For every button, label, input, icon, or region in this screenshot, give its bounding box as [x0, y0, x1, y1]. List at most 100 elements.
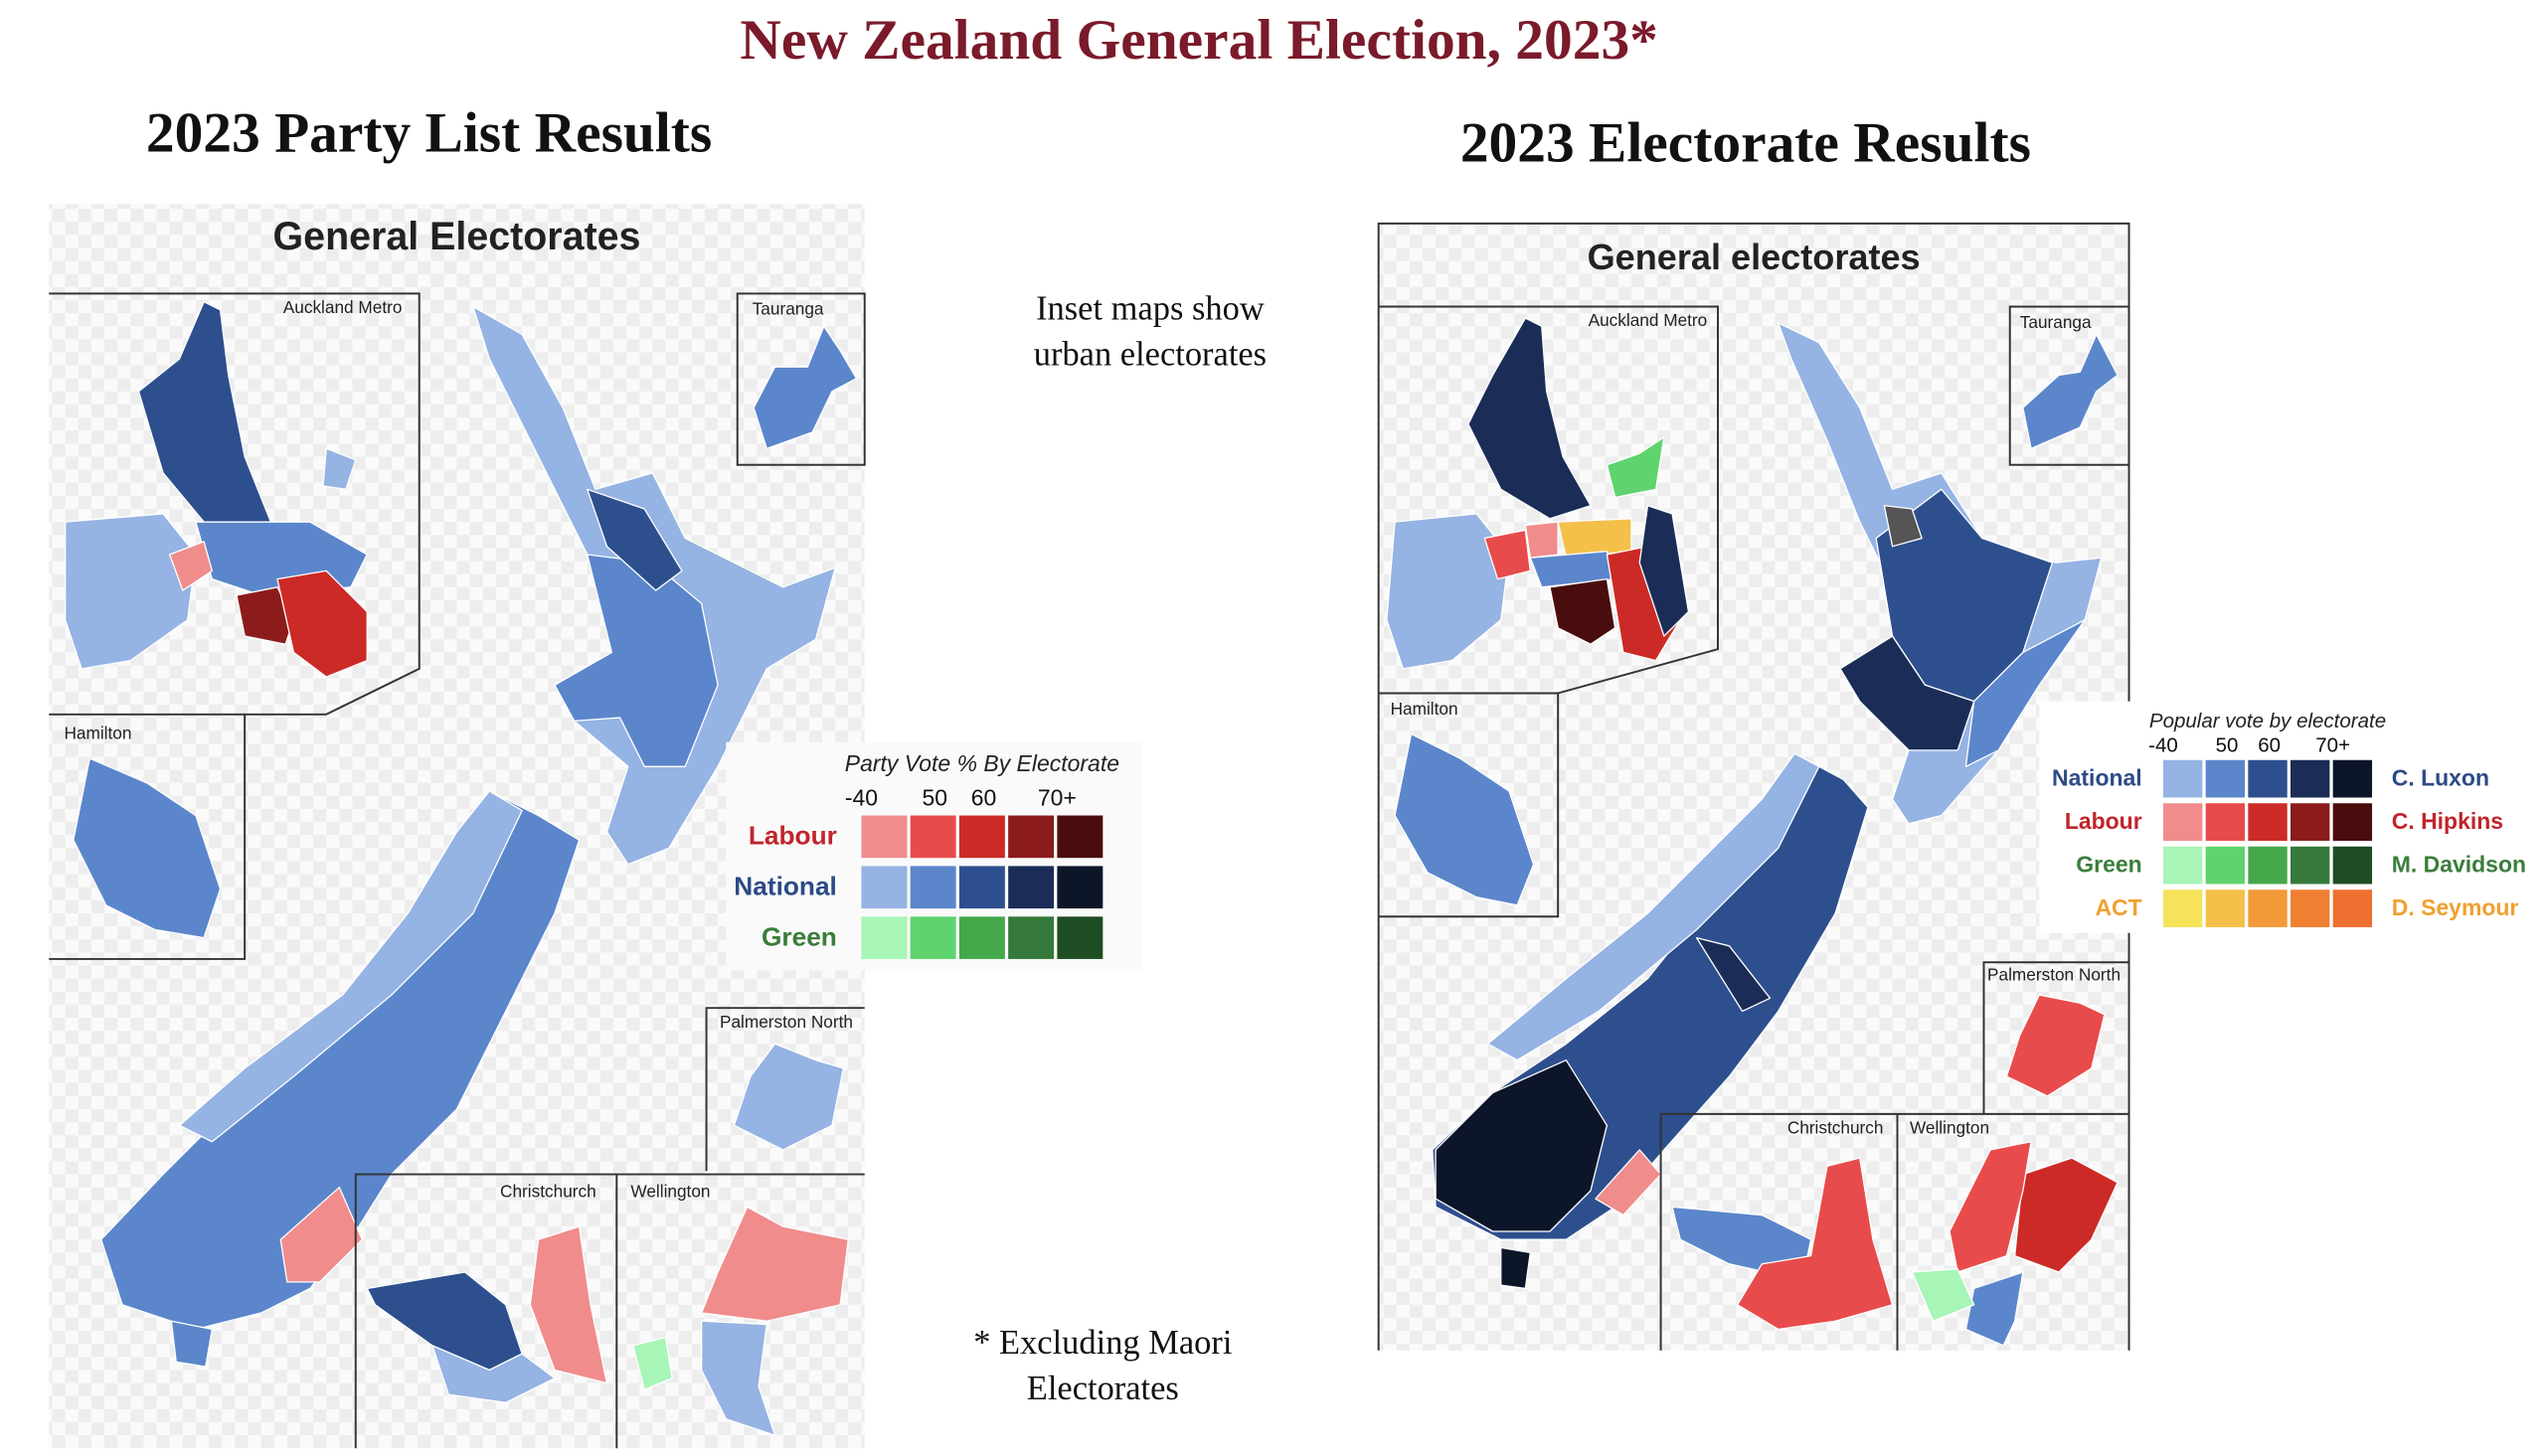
inset-label: Wellington: [1910, 1118, 1989, 1138]
region: [1467, 317, 1592, 520]
inset-frame: [49, 292, 421, 960]
inset-label: Auckland Metro: [283, 297, 403, 317]
region: [753, 325, 858, 449]
region: [1606, 436, 1665, 499]
legend-swatch: [2205, 890, 2246, 927]
inset-label: Auckland Metro: [1589, 310, 1708, 330]
legend-swatch: [2163, 759, 2203, 798]
region: [1964, 1271, 2024, 1347]
legend-swatch: [1008, 815, 1055, 859]
region: [1949, 1141, 2032, 1273]
legend-swatch: [2332, 846, 2373, 885]
legend-party: National: [734, 871, 837, 900]
legend-bin-label: 70+: [2315, 734, 2350, 757]
legend-swatch: [910, 866, 956, 909]
legend-party: National: [2052, 764, 2142, 790]
inset-label: Wellington: [630, 1182, 710, 1202]
legend-swatch: [861, 815, 908, 859]
legend-candidate: M. Davidson: [2392, 851, 2526, 877]
legend-swatch: [2163, 846, 2203, 885]
region: [1486, 752, 1820, 1061]
region: [587, 488, 683, 591]
legend-swatch: [2290, 759, 2330, 798]
inset-frame: [2008, 305, 2130, 466]
legend-swatch: [958, 815, 1005, 859]
legend-swatch: [2205, 759, 2246, 798]
legend-swatch: [2163, 803, 2203, 841]
legend-swatch: [2248, 759, 2288, 798]
legend-swatch: [1057, 866, 1103, 909]
map-title: General Electorates: [273, 215, 641, 258]
legend-swatch: [2332, 803, 2373, 841]
legend-background: [2039, 701, 2537, 933]
region: [2014, 1157, 2119, 1273]
region: [632, 1337, 673, 1390]
inset-label: Tauranga: [753, 299, 824, 319]
region: [64, 513, 197, 670]
inset-frame: [1659, 1112, 2129, 1351]
region: [1483, 529, 1531, 580]
region: [1435, 1059, 1609, 1232]
inset-label: Hamilton: [1391, 699, 1458, 719]
inset-frame: [705, 1007, 865, 1172]
legend-party: Green: [762, 921, 837, 951]
legend-bin-label: 70+: [1038, 785, 1077, 811]
legend-swatch: [2205, 803, 2246, 841]
legend-candidate: C. Luxon: [2392, 764, 2489, 790]
region: [554, 554, 719, 767]
map-title: General electorates: [1588, 237, 1921, 277]
region: [1524, 521, 1559, 559]
page-title: New Zealand General Election, 2023*: [740, 9, 1657, 72]
inset-label: Hamilton: [64, 723, 131, 742]
inset-label: Palmerston North: [720, 1012, 853, 1032]
region: [1638, 505, 1690, 637]
legend-swatch: [2205, 846, 2246, 885]
legend-swatch: [2290, 890, 2330, 927]
legend-party: Labour: [749, 821, 837, 851]
right-heading: 2023 Electorate Results: [1460, 111, 2031, 174]
inset-frame: [1982, 961, 2129, 1114]
electorate-map: General electorates Auckland Metro Taura…: [1377, 222, 2537, 1351]
region: [1696, 936, 1772, 1013]
inset-label: Christchurch: [500, 1182, 596, 1202]
legend-title: Party Vote % By Electorate: [845, 750, 1119, 776]
legend-swatch: [1057, 916, 1103, 959]
region: [733, 1043, 845, 1151]
region: [178, 790, 523, 1143]
region: [1964, 618, 2086, 767]
note-line: Inset maps show: [1036, 290, 1265, 328]
footnote-line: * Excluding Maori: [973, 1324, 1232, 1362]
left-heading: 2023 Party List Results: [146, 102, 712, 165]
region: [322, 447, 357, 490]
legend-swatch: [2248, 803, 2288, 841]
legend-swatch: [2290, 846, 2330, 885]
legend-candidate: D. Seymour: [2392, 894, 2519, 920]
legend-swatch: [2332, 759, 2373, 798]
legend-swatch: [2290, 803, 2330, 841]
legend-swatch: [861, 866, 908, 909]
legend: Party Vote % By Electorate -40 50 60 70+ Labo…: [726, 741, 1142, 971]
legend: Popular vote by electorate-40 50 60 70+ Nati…: [2039, 701, 2537, 933]
legend-party: ACT: [2095, 894, 2141, 920]
legend-swatch: [910, 916, 956, 959]
region: [2005, 994, 2106, 1097]
legend-swatch: [2163, 890, 2203, 927]
region: [1839, 635, 1975, 751]
legend-swatch: [2248, 846, 2288, 885]
region: [276, 569, 368, 678]
stewart-island: [170, 1320, 213, 1368]
region: [2022, 333, 2119, 449]
region: [431, 1345, 556, 1403]
note-line: urban electorates: [1034, 336, 1267, 374]
region: [1911, 1268, 1975, 1322]
legend-swatch: [1057, 815, 1103, 859]
region: [1394, 732, 1535, 906]
legend-swatch: [1008, 866, 1055, 909]
inset-label: Tauranga: [2020, 312, 2092, 332]
inset-frame: [354, 1173, 865, 1449]
legend-bin-label: -40: [2148, 734, 2178, 757]
legend-swatch: [2332, 890, 2373, 927]
legend-bin-label: 60: [971, 785, 997, 811]
legend-swatch: [1008, 916, 1055, 959]
